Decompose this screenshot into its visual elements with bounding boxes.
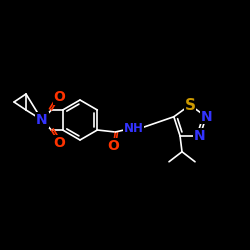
Text: N: N	[194, 129, 206, 143]
Text: O: O	[54, 136, 65, 150]
Text: O: O	[54, 90, 65, 104]
Text: N: N	[36, 113, 48, 127]
Text: N: N	[200, 110, 212, 124]
Text: NH: NH	[124, 122, 143, 136]
Text: S: S	[184, 98, 196, 112]
Text: O: O	[108, 139, 119, 153]
